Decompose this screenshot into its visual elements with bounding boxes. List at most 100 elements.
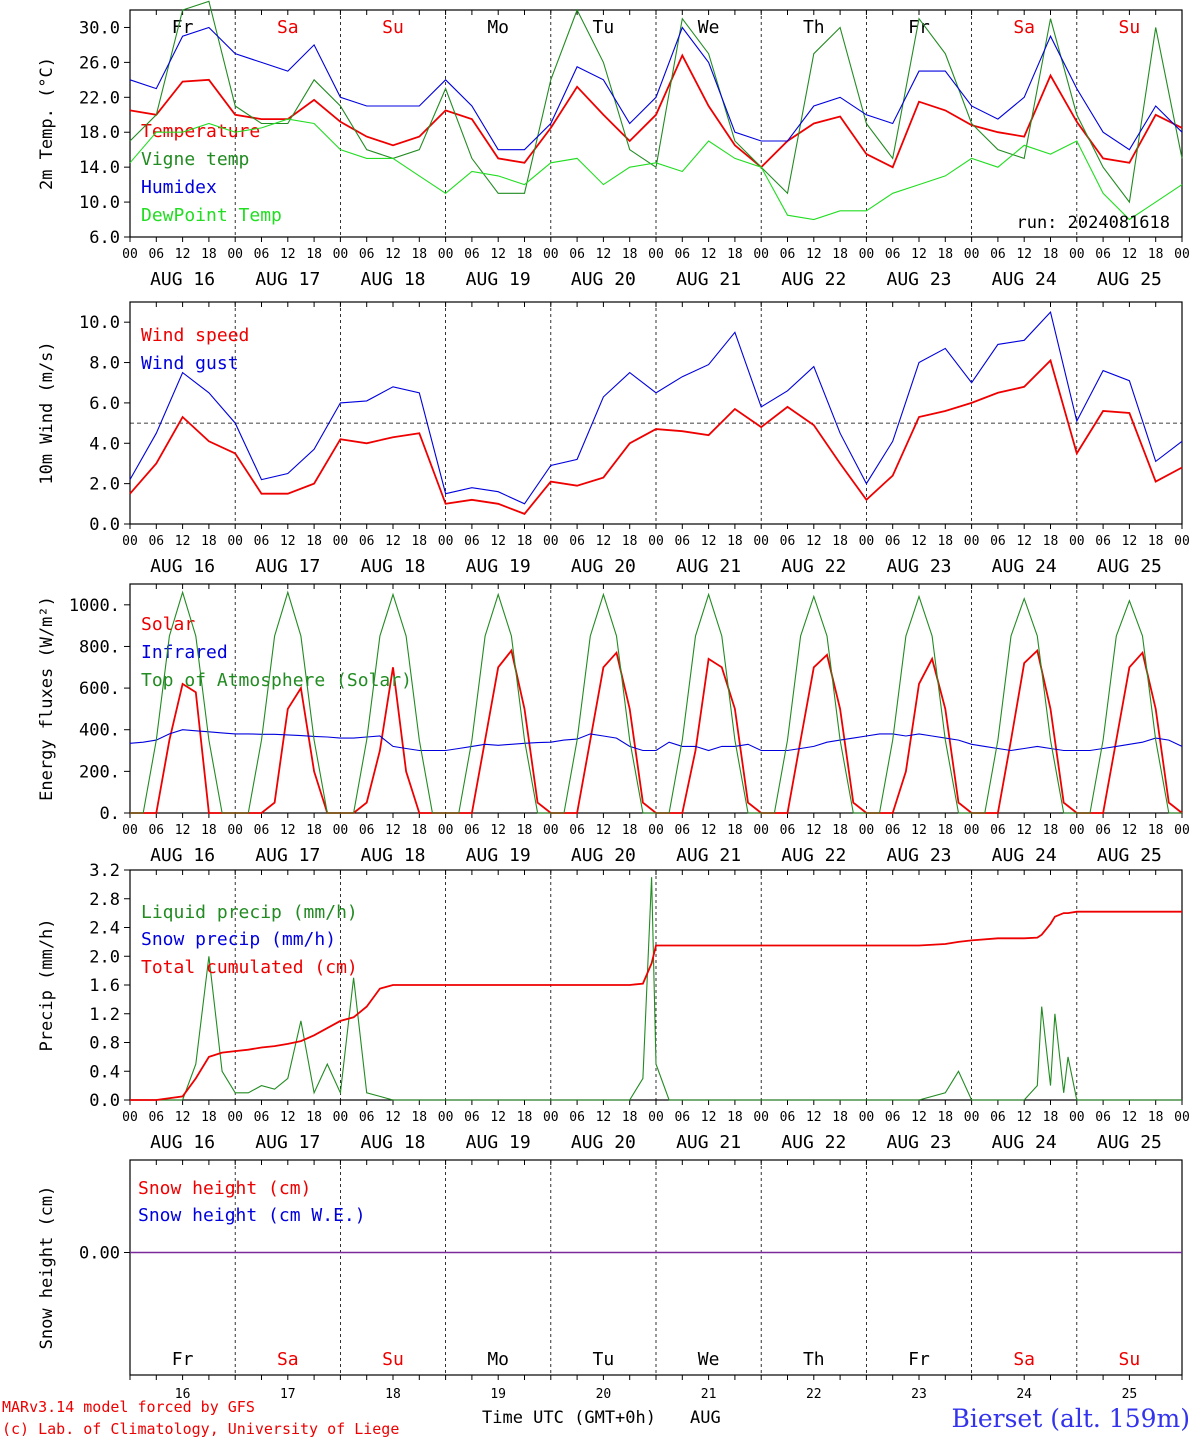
hour-tick-label: 06 <box>780 534 796 549</box>
legend-entry: Wind gust <box>141 353 239 374</box>
hour-tick-label: 00 <box>333 823 349 838</box>
hour-tick-label: 12 <box>175 1110 191 1125</box>
hour-tick-label: 00 <box>753 534 769 549</box>
y-axis-label: 10m Wind (m/s) <box>37 341 57 484</box>
hour-tick-label: 12 <box>280 247 296 262</box>
hour-tick-label: 12 <box>1016 823 1032 838</box>
legend-entry: Top of Atmosphere (Solar) <box>141 670 412 691</box>
hour-tick-label: 18 <box>306 247 322 262</box>
hour-tick-label: 12 <box>175 823 191 838</box>
hour-tick-label: 18 <box>727 247 743 262</box>
hour-tick-label: 00 <box>543 247 559 262</box>
y-tick-label: 26.0 <box>79 53 120 73</box>
hour-tick-label: 12 <box>806 1110 822 1125</box>
hour-tick-label: 00 <box>648 1110 664 1125</box>
hour-tick-label: 18 <box>201 823 217 838</box>
hour-tick-label: 00 <box>648 534 664 549</box>
day-name-label: Su <box>382 17 404 38</box>
hour-tick-label: 18 <box>937 247 953 262</box>
hour-tick-label: 00 <box>964 534 980 549</box>
hour-tick-label: 06 <box>148 823 164 838</box>
hour-tick-label: 12 <box>806 534 822 549</box>
y-axis-label: 2m Temp. (°C) <box>37 57 57 190</box>
y-tick-label: 22.0 <box>79 88 120 108</box>
hour-tick-label: 12 <box>385 247 401 262</box>
hour-tick-label: 12 <box>596 1110 612 1125</box>
hour-tick-label: 18 <box>1148 1110 1164 1125</box>
y-tick-label: 14.0 <box>79 158 120 178</box>
day-date-label: AUG 22 <box>781 845 846 866</box>
hour-tick-label: 00 <box>1174 823 1190 838</box>
hour-tick-label: 06 <box>990 1110 1006 1125</box>
hour-tick-label: 06 <box>254 247 270 262</box>
hour-tick-label: 12 <box>490 247 506 262</box>
day-name-label: Fr <box>172 17 194 38</box>
hour-tick-label: 06 <box>569 1110 585 1125</box>
hour-tick-label: 00 <box>648 823 664 838</box>
hour-tick-label: 18 <box>832 247 848 262</box>
hour-tick-label: 06 <box>569 247 585 262</box>
day-name-label: Fr <box>172 1349 194 1370</box>
series-line <box>129 118 1183 221</box>
hour-tick-label: 00 <box>543 823 559 838</box>
day-date-label: AUG 19 <box>466 845 531 866</box>
day-name-label: Sa <box>1013 1349 1035 1370</box>
hour-tick-label: 18 <box>517 247 533 262</box>
hour-tick-label: 06 <box>780 1110 796 1125</box>
hour-tick-label: 06 <box>254 534 270 549</box>
hour-tick-label: 00 <box>1174 1110 1190 1125</box>
hour-tick-label: 18 <box>1043 1110 1059 1125</box>
hour-tick-label: 00 <box>543 534 559 549</box>
hour-tick-label: 18 <box>622 1110 638 1125</box>
hour-tick-label: 12 <box>280 1110 296 1125</box>
day-date-label: AUG 25 <box>1097 845 1162 866</box>
day-date-label: AUG 20 <box>571 1132 636 1153</box>
hour-tick-label: 00 <box>648 247 664 262</box>
legend-entry: Total cumulated (cm) <box>141 957 358 978</box>
hour-tick-label: 12 <box>701 1110 717 1125</box>
hour-tick-label: 06 <box>885 1110 901 1125</box>
legend-entry: Temperature <box>141 121 260 142</box>
hour-tick-label: 18 <box>1148 534 1164 549</box>
y-tick-label: 400. <box>79 721 120 741</box>
day-date-label: AUG 17 <box>255 845 320 866</box>
day-date-label: AUG 23 <box>886 269 951 290</box>
hour-tick-label: 06 <box>569 534 585 549</box>
hour-tick-label: 00 <box>753 823 769 838</box>
hour-tick-label: 06 <box>990 823 1006 838</box>
day-date-label: AUG 20 <box>571 269 636 290</box>
series-line <box>129 729 1183 752</box>
series-line <box>129 26 1183 151</box>
hour-tick-label: 06 <box>1095 1110 1111 1125</box>
hour-tick-label: 18 <box>727 823 743 838</box>
hour-tick-label: 00 <box>859 247 875 262</box>
day-name-label: Th <box>803 17 825 38</box>
legend-entry: Vigne temp <box>141 149 249 170</box>
hour-tick-label: 12 <box>490 534 506 549</box>
day-date-label: AUG 17 <box>255 556 320 577</box>
footer-credit: (c) Lab. of Climatology, University of L… <box>2 1420 399 1438</box>
hour-tick-label: 06 <box>1095 247 1111 262</box>
hour-tick-label: 06 <box>674 823 690 838</box>
day-date-label: AUG 18 <box>360 269 425 290</box>
hour-tick-label: 00 <box>859 823 875 838</box>
hour-tick-label: 12 <box>175 534 191 549</box>
hour-tick-label: 06 <box>885 823 901 838</box>
series-line <box>129 310 1183 505</box>
hour-tick-label: 06 <box>148 534 164 549</box>
hour-tick-label: 06 <box>148 247 164 262</box>
y-tick-label: 6.0 <box>89 394 120 414</box>
hour-tick-label: 18 <box>411 823 427 838</box>
hour-tick-label: 12 <box>806 823 822 838</box>
hour-tick-label: 12 <box>596 823 612 838</box>
day-number-label: 22 <box>806 1387 822 1402</box>
hour-tick-label: 12 <box>911 534 927 549</box>
hour-tick-label: 12 <box>385 823 401 838</box>
day-name-label: Sa <box>277 17 299 38</box>
day-date-label: AUG 18 <box>360 1132 425 1153</box>
hour-tick-label: 18 <box>517 1110 533 1125</box>
hour-tick-label: 00 <box>859 1110 875 1125</box>
y-tick-label: 2.4 <box>89 919 120 939</box>
hour-tick-label: 18 <box>727 1110 743 1125</box>
hour-tick-label: 00 <box>438 1110 454 1125</box>
